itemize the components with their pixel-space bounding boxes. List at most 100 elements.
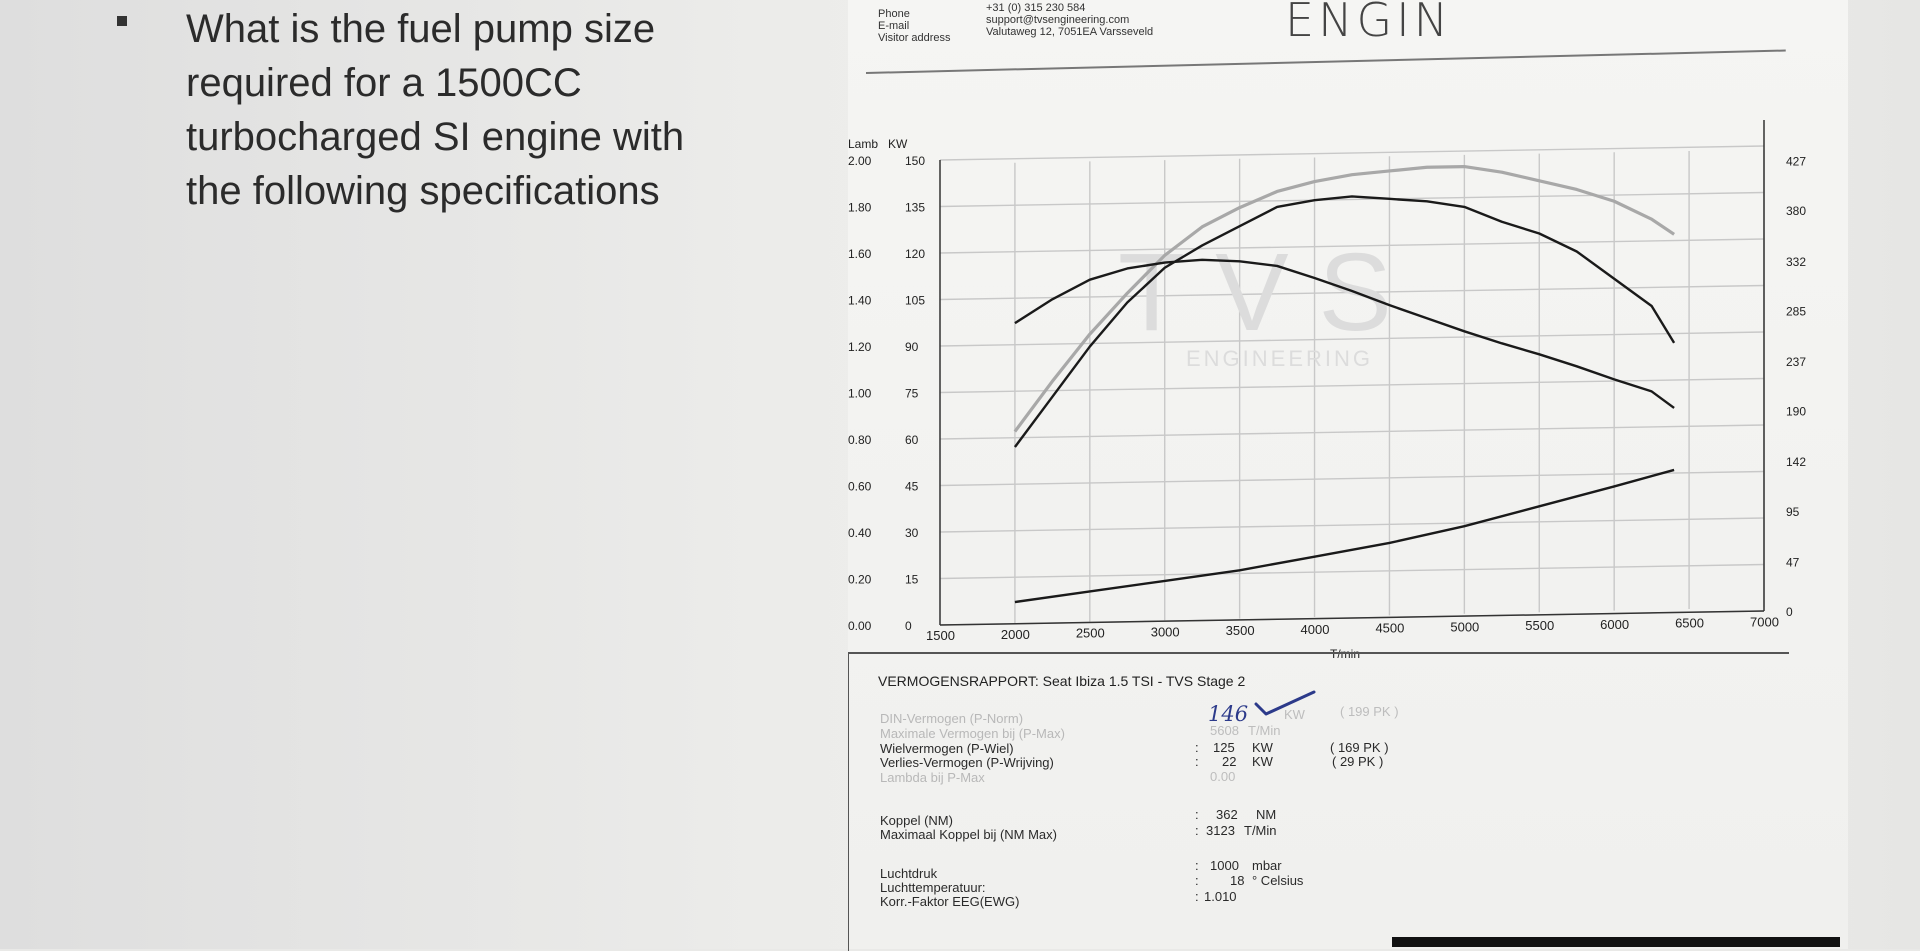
koppel-value: 362 — [1216, 807, 1238, 822]
question-line: turbocharged SI engine with — [186, 115, 685, 159]
lamb-tick-label: 2.00 — [848, 154, 872, 168]
kw-tick-label: 0 — [905, 619, 912, 633]
nm-tick-label: 237 — [1786, 355, 1806, 369]
series-line-4 — [1014, 468, 1675, 604]
lamb-tick-label: 0.40 — [848, 526, 872, 540]
grid-line-horizontal — [939, 517, 1765, 533]
kw-tick-label: 30 — [905, 526, 919, 540]
x-tick-label: 5500 — [1525, 618, 1554, 633]
verlies-unit: KW — [1252, 754, 1273, 769]
kw-tick-label: 150 — [905, 154, 925, 168]
question-line: required for a 1500CC — [186, 61, 582, 105]
lamb-tick-label: 0.00 — [848, 619, 872, 633]
phone-value: +31 (0) 315 230 584 — [986, 2, 1086, 14]
korr-value: 1.010 — [1204, 889, 1237, 904]
grid-line-horizontal — [939, 145, 1765, 161]
nm-tick-label: 427 — [1786, 155, 1806, 169]
wiel-value: 125 — [1213, 740, 1235, 755]
kw-tick-label: 15 — [905, 573, 919, 587]
lamb-tick-label: 1.40 — [848, 294, 872, 308]
x-tick-label: 1500 — [926, 628, 955, 643]
address-label: Visitor address — [878, 32, 951, 44]
bottom-bar — [1392, 937, 1840, 947]
nm-tick-label: 47 — [1786, 555, 1800, 569]
series-line-2 — [1013, 195, 1676, 448]
din-kw-unit: KW — [1284, 707, 1305, 722]
lambda-value: 0.00 — [1210, 769, 1236, 784]
handwritten-annotation: 146 — [1208, 702, 1249, 726]
x-tick-label: 4000 — [1301, 622, 1330, 637]
grid-line-horizontal — [939, 470, 1765, 487]
grid-line-horizontal — [939, 377, 1765, 394]
series-line-1 — [1013, 164, 1676, 433]
report-row-label: Maximale Vermogen bij (P-Max) — [880, 726, 1065, 741]
kw-tick-label: 45 — [905, 480, 919, 494]
report-row-label: Maximaal Koppel bij (NM Max) — [880, 827, 1057, 842]
x-tick-label: 2000 — [1001, 627, 1030, 642]
x-tick-label: 5000 — [1450, 619, 1479, 634]
report-row-label: Koppel (NM) — [880, 813, 953, 828]
kw-tick-label: 75 — [905, 387, 919, 401]
grid — [939, 145, 1765, 626]
kw-tick-label: 120 — [905, 247, 925, 261]
kw-tick-label: 60 — [905, 433, 919, 447]
koppel-rpm: 3123 — [1206, 823, 1235, 838]
watermark-logo: TVS — [1118, 231, 1422, 354]
din-pk: ( 199 PK ) — [1340, 704, 1399, 719]
luchtdruk-value: 1000 — [1210, 858, 1239, 873]
x-tick-label: 6500 — [1675, 616, 1704, 631]
logo-text: ENGIN — [1285, 0, 1453, 47]
report-row-label: Verlies-Vermogen (P-Wrijving) — [880, 755, 1054, 770]
report-row-label: Lambda bij P-Max — [880, 770, 985, 785]
kw-tick-label: 135 — [905, 201, 925, 215]
nm-tick-label: 380 — [1786, 204, 1806, 218]
x-tick-label: 2500 — [1076, 626, 1105, 641]
report-title: VERMOGENSRAPPORT: Seat Ibiza 1.5 TSI - T… — [878, 673, 1246, 689]
lamb-tick-label: 0.60 — [848, 480, 872, 494]
watermark-subtext: ENGINEERING — [1186, 346, 1373, 371]
wiel-pk: ( 169 PK ) — [1330, 740, 1389, 755]
luchtdruk-unit: mbar — [1252, 858, 1282, 873]
contact-values: +31 (0) 315 230 584 support@tvsengineeri… — [986, 2, 1246, 38]
pmax-unit: T/Min — [1248, 723, 1281, 738]
address-value: Valutaweg 12, 7051EA Varsseveld — [986, 26, 1154, 38]
lamb-tick-label: 1.20 — [848, 340, 872, 354]
nm-tick-label: 142 — [1786, 455, 1806, 469]
nm-tick-label: 0 — [1786, 605, 1793, 619]
question-line: the following specifications — [186, 169, 660, 213]
report-row-label: Luchtdruk — [880, 866, 938, 881]
series-line-3 — [1014, 258, 1675, 409]
x-tick-label: 6000 — [1600, 617, 1629, 632]
lamb-tick-label: 1.60 — [848, 247, 872, 261]
phone-label: Phone — [878, 8, 910, 20]
pmax-rpm: 5608 — [1210, 723, 1239, 738]
temp-unit: ° Celsius — [1252, 873, 1304, 888]
nm-tick-label: 95 — [1786, 505, 1800, 519]
kw-axis-title: KW — [888, 137, 908, 151]
koppel-rpm-unit: T/Min — [1244, 823, 1277, 838]
kw-tick-label: 90 — [905, 340, 919, 354]
nm-tick-label: 285 — [1786, 304, 1806, 318]
lamb-axis-title: Lamb — [848, 137, 878, 151]
x-tick-label: 4500 — [1375, 621, 1404, 636]
nm-tick-label: 190 — [1786, 405, 1806, 419]
grid-line-horizontal — [939, 424, 1765, 440]
wiel-unit: KW — [1252, 740, 1273, 755]
verlies-pk: ( 29 PK ) — [1332, 754, 1384, 769]
x-tick-label: 3000 — [1151, 624, 1180, 639]
report-row-label: DIN-Vermogen (P-Norm) — [880, 711, 1024, 726]
grid-line-horizontal — [939, 563, 1765, 580]
lamb-tick-label: 0.20 — [848, 573, 872, 587]
email-value: support@tvsengineering.com — [986, 14, 1130, 26]
axes — [939, 120, 1765, 626]
x-axis-line — [939, 610, 1765, 626]
grid-line-horizontal — [939, 331, 1765, 347]
bullet-marker — [117, 16, 127, 26]
question-text: What is the fuel pump size required for … — [186, 2, 826, 218]
report-row-label: Wielvermogen (P-Wiel) — [880, 741, 1014, 756]
x-tick-label: 7000 — [1750, 614, 1779, 629]
temp-value: 18 — [1230, 873, 1245, 888]
grid-line-horizontal — [939, 238, 1765, 254]
x-tick-label: 3500 — [1226, 623, 1255, 638]
